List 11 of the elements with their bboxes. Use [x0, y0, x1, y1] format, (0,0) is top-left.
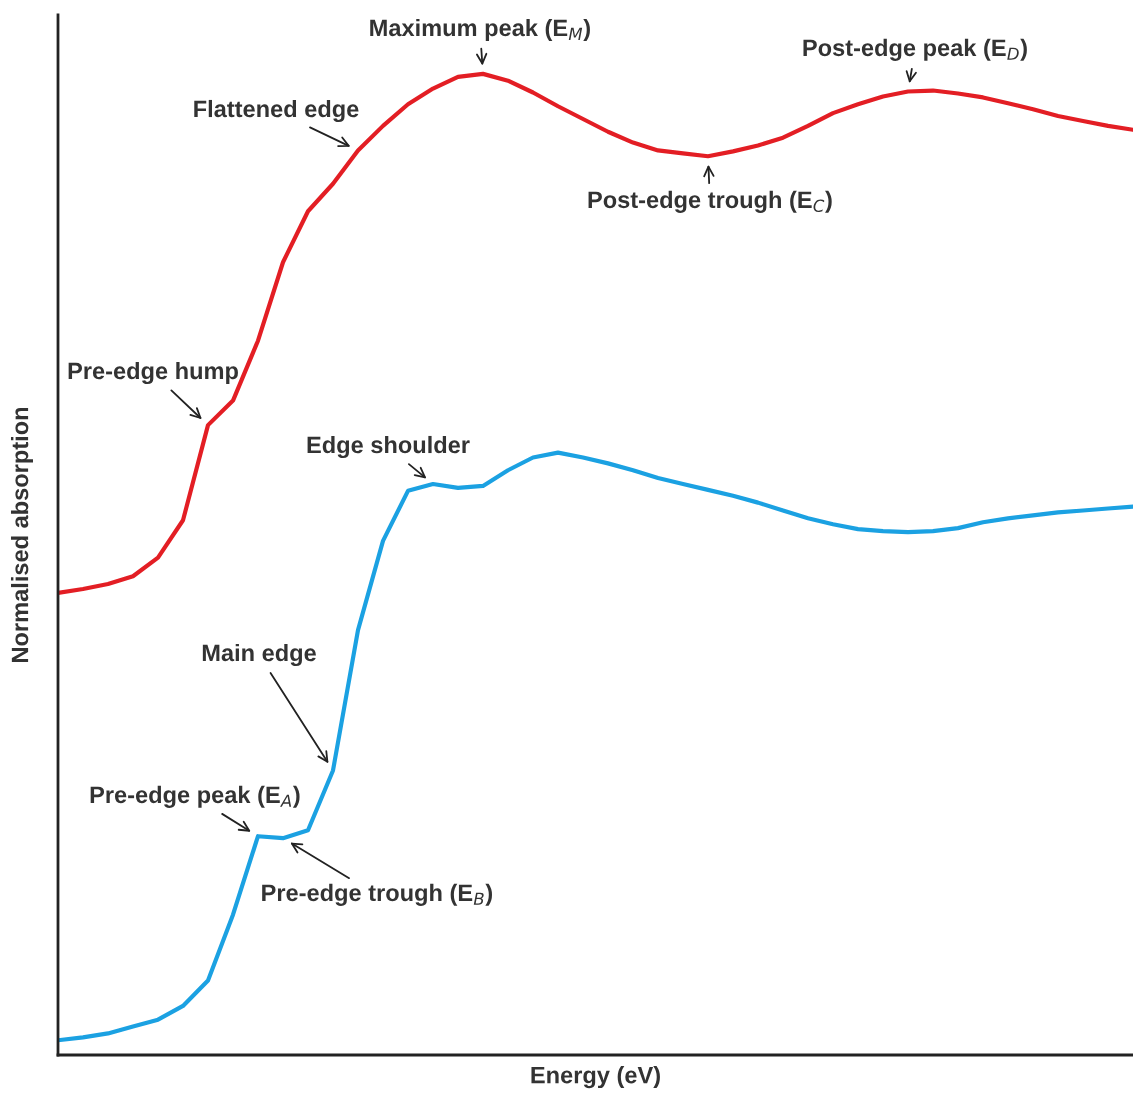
y-axis-title: Normalised absorption	[10, 407, 33, 662]
annotation: Pre-edge trough (E$_{B}$)	[262, 883, 493, 906]
text: Post-edge peak (E$_{D}$)	[803, 38, 1027, 61]
annotation: Post-edge trough (E$_{C}$)	[588, 190, 832, 213]
annotation: Pre-edge hump	[68, 361, 238, 385]
annotation: Edge shoulder	[307, 435, 470, 459]
text: Maximum peak (E$_{M}$)	[370, 18, 590, 41]
annotation: Flattened edge	[194, 99, 359, 123]
x-axis-title: Energy (eV)	[531, 1066, 660, 1089]
annotation: Main edge	[202, 643, 316, 667]
annotation: Pre-edge peak (E$_{A}$)	[90, 785, 300, 808]
